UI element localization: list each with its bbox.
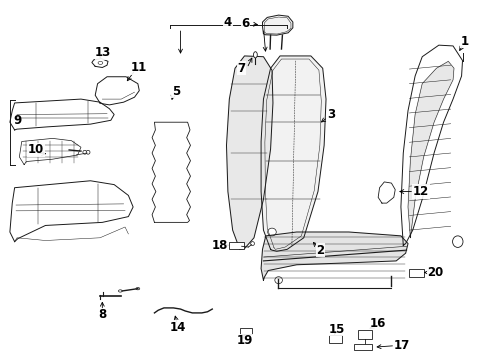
Ellipse shape: [136, 288, 140, 290]
Ellipse shape: [452, 236, 462, 247]
Polygon shape: [377, 182, 394, 203]
Ellipse shape: [118, 290, 122, 292]
Text: 17: 17: [393, 339, 409, 352]
Text: 8: 8: [98, 309, 106, 321]
Ellipse shape: [267, 228, 276, 236]
Text: 3: 3: [327, 108, 335, 121]
Bar: [353, 344, 372, 350]
Polygon shape: [10, 99, 114, 130]
Text: 10: 10: [28, 143, 44, 157]
Ellipse shape: [329, 336, 334, 340]
Ellipse shape: [82, 150, 86, 154]
Text: 1: 1: [460, 35, 468, 48]
Ellipse shape: [98, 61, 102, 64]
Polygon shape: [152, 122, 190, 222]
Text: 13: 13: [95, 46, 111, 59]
Bar: [239, 328, 251, 334]
Text: 9: 9: [14, 114, 22, 127]
Polygon shape: [261, 56, 325, 251]
Text: 5: 5: [171, 85, 180, 98]
Polygon shape: [10, 181, 133, 242]
Text: 20: 20: [427, 266, 443, 279]
Text: 7: 7: [237, 62, 245, 75]
Bar: [358, 330, 371, 339]
Text: 6: 6: [241, 18, 249, 31]
Polygon shape: [400, 45, 462, 246]
Polygon shape: [262, 15, 292, 35]
Text: 2: 2: [316, 244, 324, 257]
Bar: [229, 242, 243, 248]
Polygon shape: [20, 138, 81, 165]
Text: 19: 19: [236, 334, 252, 347]
Text: 18: 18: [211, 239, 227, 252]
Polygon shape: [95, 77, 139, 105]
Text: 4: 4: [224, 15, 232, 28]
Text: 15: 15: [328, 323, 345, 336]
Polygon shape: [92, 59, 108, 68]
Ellipse shape: [86, 150, 90, 154]
Ellipse shape: [250, 242, 254, 246]
Ellipse shape: [274, 277, 282, 284]
Text: 16: 16: [369, 317, 386, 330]
Bar: [408, 269, 423, 277]
Ellipse shape: [242, 332, 248, 336]
Polygon shape: [407, 61, 453, 238]
Polygon shape: [261, 232, 407, 280]
Text: 12: 12: [412, 185, 428, 198]
Bar: [328, 335, 342, 343]
Text: 11: 11: [131, 61, 147, 74]
Ellipse shape: [253, 52, 257, 58]
Polygon shape: [226, 56, 272, 249]
Text: 14: 14: [170, 321, 186, 334]
